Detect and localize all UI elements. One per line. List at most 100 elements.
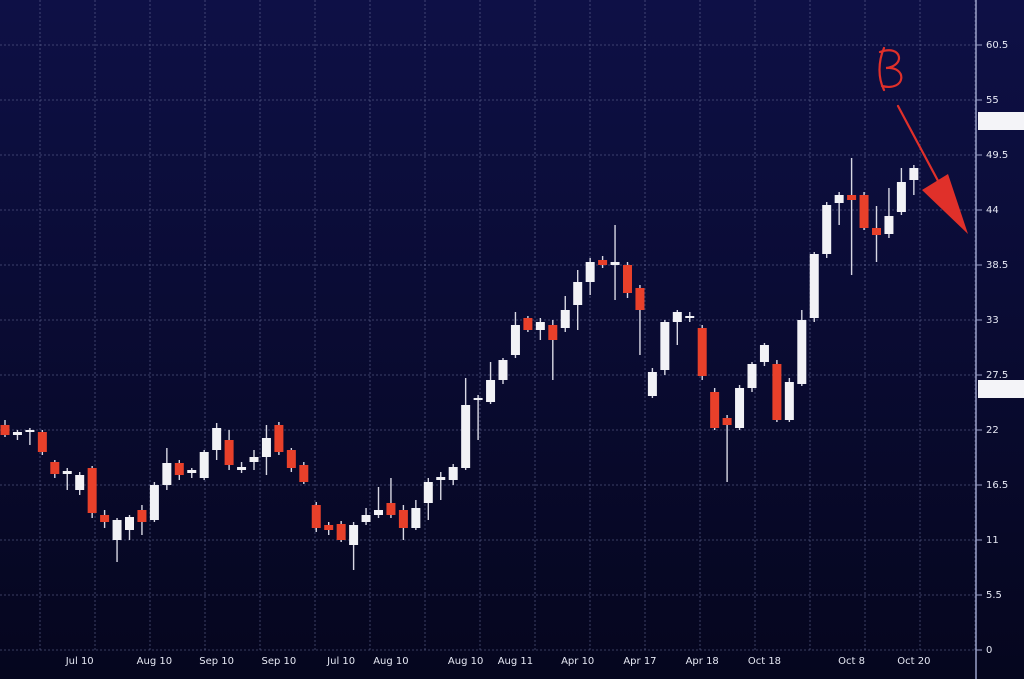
candle-body xyxy=(436,477,446,480)
candle-body xyxy=(423,482,433,503)
annotation xyxy=(878,46,968,234)
x-tick-label: Aug 11 xyxy=(498,656,533,667)
candle-body xyxy=(747,364,757,388)
scribble xyxy=(878,46,903,92)
x-tick-label: Aug 10 xyxy=(373,656,408,667)
x-tick-label: Oct 18 xyxy=(748,656,781,667)
candle-body xyxy=(361,515,371,522)
y-tick-label: 27.5 xyxy=(986,370,1008,381)
candle-body xyxy=(535,322,545,330)
candle-body xyxy=(847,195,857,200)
candle-body xyxy=(822,205,832,254)
candle-body xyxy=(149,485,159,520)
candle-body xyxy=(784,382,794,420)
candle-body xyxy=(486,380,496,402)
x-tick-label: Aug 10 xyxy=(137,656,172,667)
y-tick-label: 0 xyxy=(986,645,992,656)
candle-body xyxy=(610,262,620,265)
x-tick-label: Aug 10 xyxy=(448,656,483,667)
candle-body xyxy=(647,372,657,396)
candle-body xyxy=(859,195,869,228)
x-tick-label: Sep 10 xyxy=(199,656,234,667)
candle-body xyxy=(311,505,321,528)
y-tick-label: 55 xyxy=(986,95,999,106)
candle-body xyxy=(374,510,383,515)
candle-body xyxy=(548,325,558,340)
candle-body xyxy=(560,310,570,328)
y-tick-label: 5.5 xyxy=(986,590,1002,601)
candle-body xyxy=(523,318,533,330)
candle-body xyxy=(797,320,807,384)
x-tick-label: Oct 8 xyxy=(838,656,865,667)
candle-body xyxy=(909,168,919,180)
candle-body xyxy=(510,325,520,355)
price-marker xyxy=(978,380,1024,398)
candle-body xyxy=(809,254,819,318)
candle-body xyxy=(896,182,906,212)
candle-body xyxy=(274,425,284,452)
x-tick-label: Apr 18 xyxy=(686,656,719,667)
x-tick-label: Jul 10 xyxy=(65,656,94,667)
candle-body xyxy=(710,392,720,428)
candle-body xyxy=(598,260,608,265)
candle-body xyxy=(448,467,458,480)
y-tick-label: 49.5 xyxy=(986,150,1008,161)
candle-body xyxy=(199,452,209,478)
x-tick-label: Oct 20 xyxy=(897,656,930,667)
y-tick-label: 11 xyxy=(986,535,999,546)
y-tick-label: 44 xyxy=(986,205,999,216)
candle-body xyxy=(25,430,35,432)
y-tick-label: 60.5 xyxy=(986,40,1008,51)
candle-body xyxy=(735,388,745,428)
candle-body xyxy=(0,425,10,435)
candle-body xyxy=(50,462,60,474)
y-tick-label: 16.5 xyxy=(986,480,1008,491)
candle-body xyxy=(87,468,97,513)
candle-body xyxy=(573,282,583,305)
candle-body xyxy=(635,288,645,310)
x-tick-label: Apr 17 xyxy=(623,656,656,667)
x-tick-label: Jul 10 xyxy=(326,656,355,667)
candle-body xyxy=(349,525,359,545)
candle-body xyxy=(884,216,894,234)
candle-body xyxy=(324,525,334,530)
candle-body xyxy=(75,475,85,490)
candle-body xyxy=(249,457,259,462)
grid xyxy=(0,0,976,651)
candle-body xyxy=(112,520,122,540)
price-marker xyxy=(978,112,1024,130)
candle-body xyxy=(187,470,197,473)
candle-body xyxy=(386,503,396,515)
candle-body xyxy=(299,465,309,482)
candle-body xyxy=(237,467,247,470)
candle-body xyxy=(261,438,271,457)
y-tick-label: 33 xyxy=(986,315,999,326)
candle-body xyxy=(62,471,72,474)
candle-body xyxy=(722,418,732,425)
x-tick-label: Apr 10 xyxy=(561,656,594,667)
candle-body xyxy=(697,328,707,376)
candle-body xyxy=(685,316,695,318)
candle-body xyxy=(212,428,222,450)
candle-body xyxy=(37,432,47,452)
candle-body xyxy=(411,508,421,528)
candle-body xyxy=(461,405,471,468)
candle-body xyxy=(100,515,110,522)
candle-body xyxy=(174,463,184,475)
arrow-head xyxy=(922,174,968,234)
candle-body xyxy=(672,312,682,322)
candle-body xyxy=(660,322,670,370)
candle-body xyxy=(473,398,483,400)
candle-body xyxy=(398,510,408,528)
candle-body xyxy=(125,517,134,530)
candle-body xyxy=(498,360,508,380)
candle-body xyxy=(772,364,782,420)
y-tick-label: 22 xyxy=(986,425,999,436)
candle-body xyxy=(137,510,147,522)
candle-body xyxy=(759,345,769,362)
candle-body xyxy=(872,228,881,235)
x-tick-label: Sep 10 xyxy=(262,656,297,667)
candle-body xyxy=(224,440,234,465)
y-tick-label: 38.5 xyxy=(986,260,1008,271)
